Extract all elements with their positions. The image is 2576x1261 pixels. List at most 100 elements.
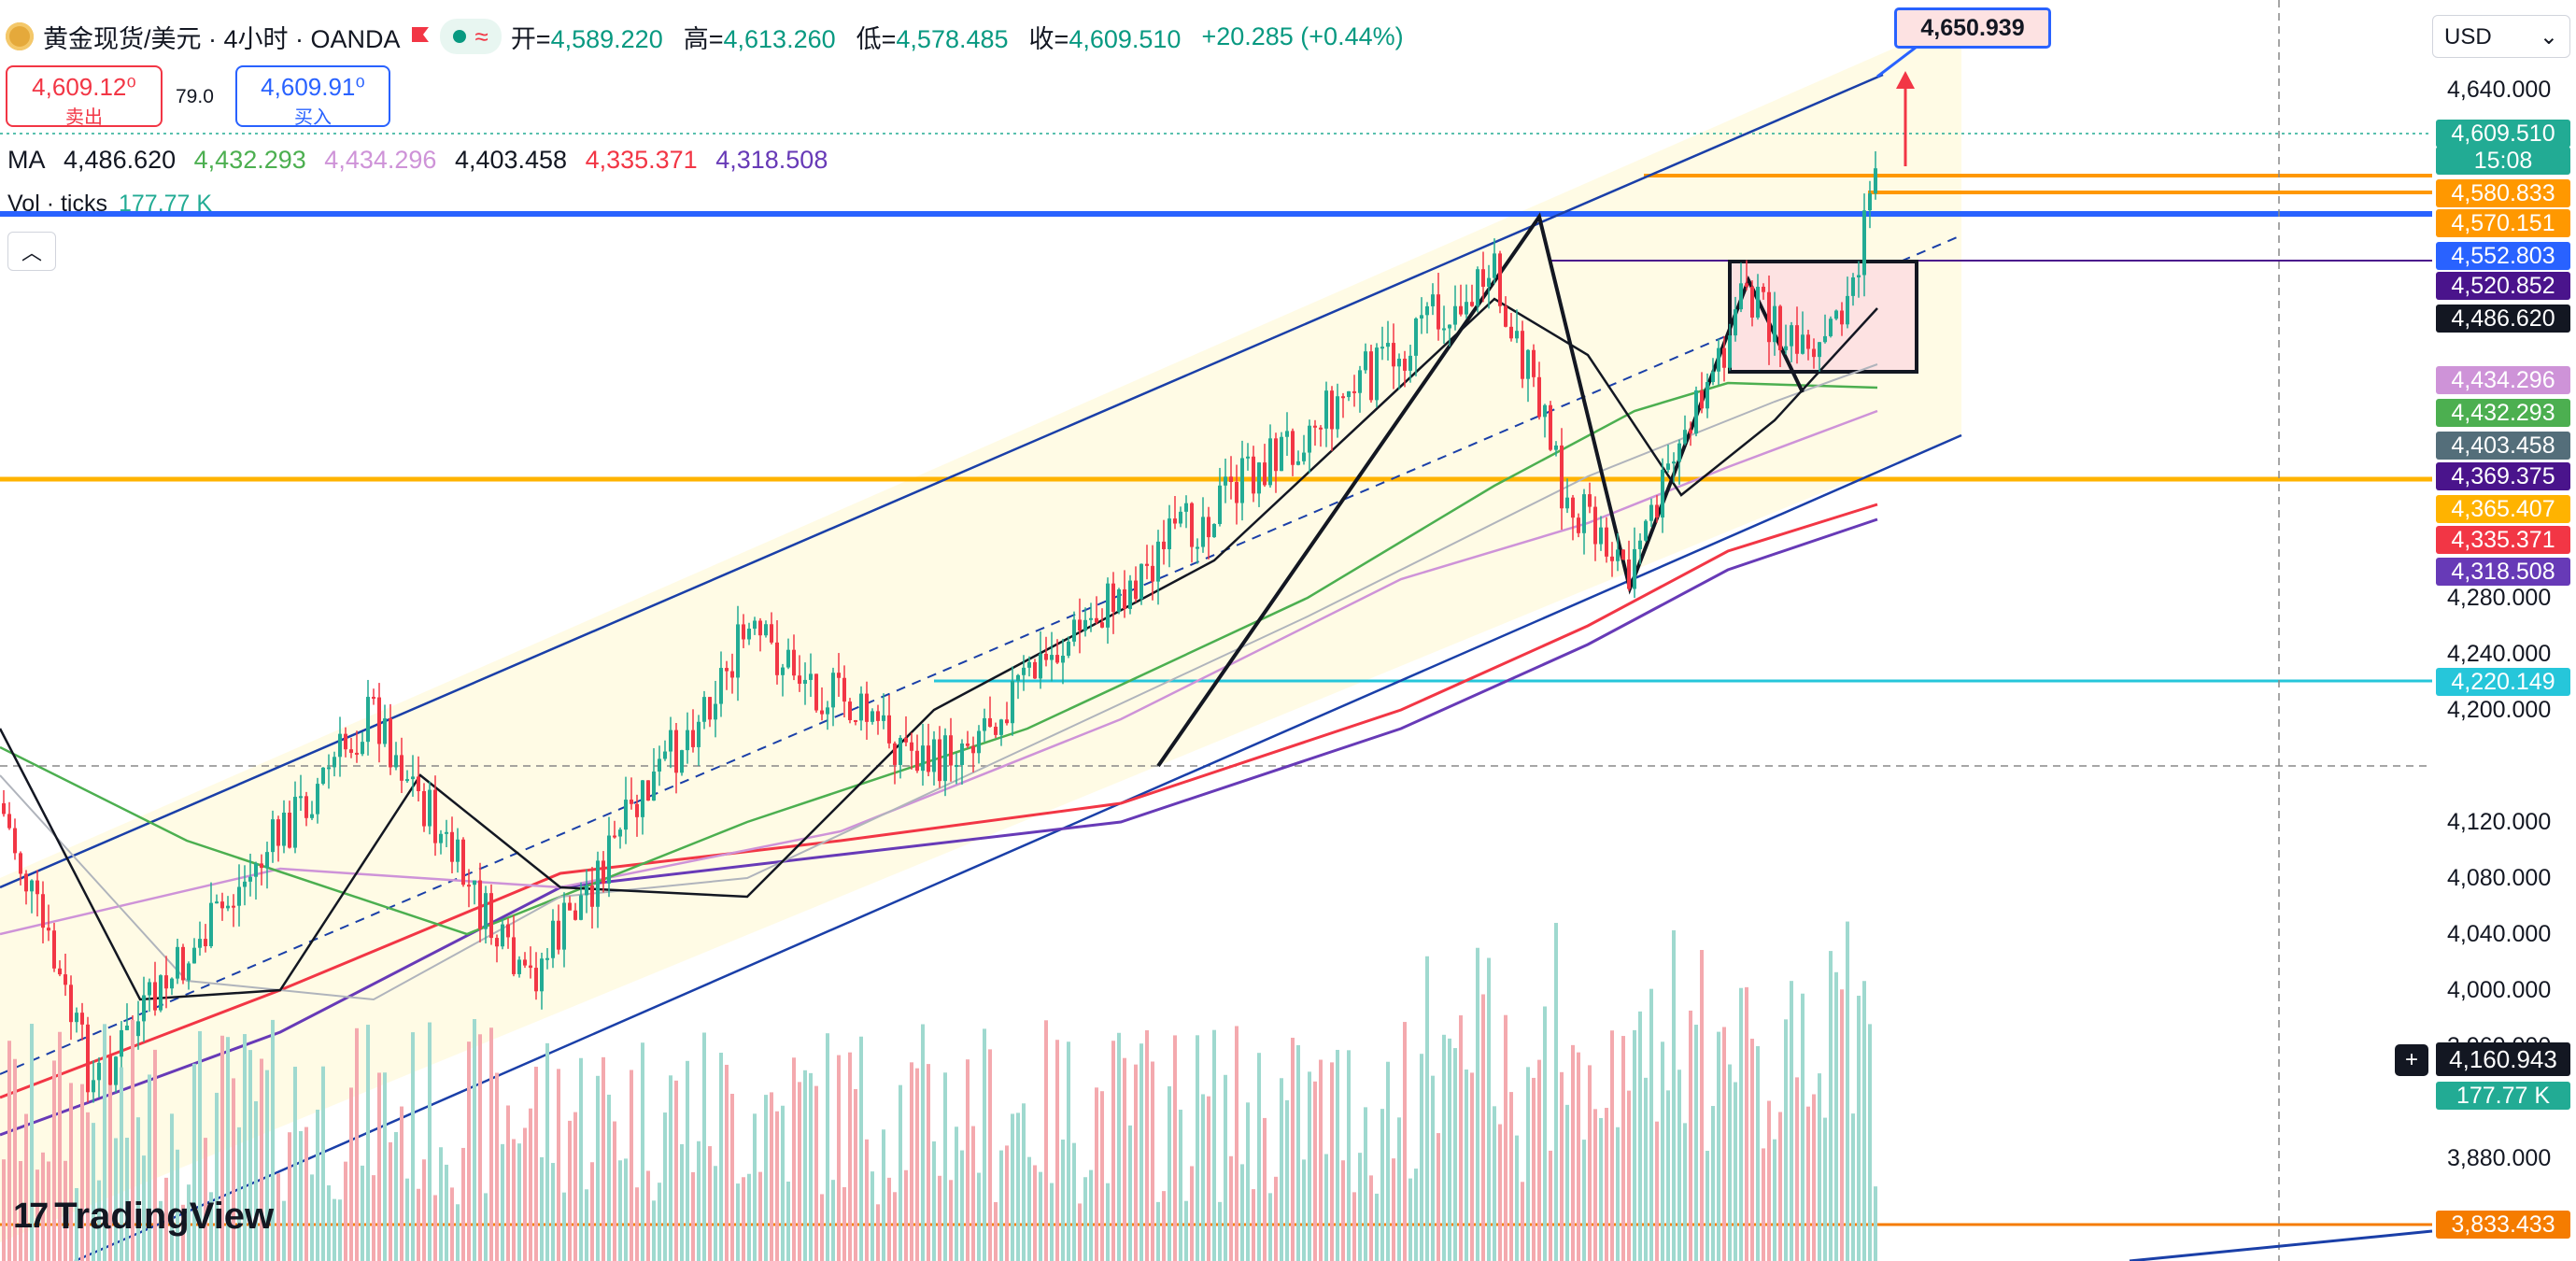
volume-bar bbox=[1319, 1059, 1323, 1261]
volume-bar bbox=[725, 1064, 729, 1261]
ohlc-high: 高=4,613.260 bbox=[683, 24, 836, 53]
volume-bar bbox=[1257, 1053, 1261, 1261]
volume-legend[interactable]: Vol · ticks 177.77 K bbox=[7, 191, 212, 218]
candle bbox=[775, 642, 779, 675]
volume-bar bbox=[641, 1042, 644, 1261]
tradingview-logo[interactable]: 17 TradingView bbox=[13, 1196, 274, 1238]
volume-bar bbox=[792, 1057, 796, 1261]
volume-bar bbox=[1196, 1035, 1199, 1261]
ma-legend[interactable]: MA 4,486.620 4,432.293 4,434.296 4,403.4… bbox=[7, 146, 839, 175]
candle bbox=[1577, 517, 1580, 533]
volume-bar bbox=[35, 1169, 39, 1261]
candle bbox=[523, 959, 527, 966]
add-alert-button[interactable]: + bbox=[2395, 1044, 2428, 1076]
candle bbox=[1308, 425, 1311, 453]
volume-bar bbox=[366, 1025, 370, 1261]
price-tag: 3,833.433 bbox=[2436, 1211, 2570, 1239]
volume-bar bbox=[1829, 951, 1833, 1261]
volume-bar bbox=[1812, 1094, 1816, 1261]
volume-bar bbox=[1437, 1133, 1440, 1261]
candle bbox=[1044, 653, 1048, 660]
chevron-down-icon: ⌄ bbox=[2539, 24, 2558, 50]
volume-bar bbox=[1039, 1171, 1042, 1261]
volume-bar bbox=[775, 1111, 779, 1261]
candle bbox=[1078, 619, 1082, 631]
symbol-title[interactable]: 黄金现货/美元 · 4小时 · OANDA bbox=[43, 24, 401, 53]
volume-bar bbox=[1033, 1165, 1037, 1261]
candle bbox=[848, 701, 852, 720]
buy-button[interactable]: 4,609.91⁰ 买入 bbox=[235, 65, 390, 128]
candle bbox=[1717, 347, 1720, 372]
volume-bar bbox=[770, 1092, 773, 1261]
candle bbox=[389, 718, 392, 768]
volume-value: 177.77 K bbox=[118, 191, 213, 217]
candle bbox=[1027, 661, 1031, 668]
volume-bar bbox=[1683, 1123, 1687, 1261]
volume-bar bbox=[708, 1146, 712, 1261]
candle bbox=[686, 730, 689, 751]
candle bbox=[1072, 619, 1076, 642]
candle bbox=[854, 719, 857, 722]
price-target-label[interactable]: 4,650.939 bbox=[1894, 7, 2051, 49]
candle bbox=[1706, 382, 1709, 409]
collapse-legend-button[interactable]: ︿ bbox=[7, 232, 56, 271]
volume-bar bbox=[1795, 1077, 1799, 1261]
candle bbox=[551, 920, 555, 958]
volume-bar bbox=[1072, 1142, 1076, 1261]
candle bbox=[618, 829, 622, 837]
candle bbox=[86, 1024, 90, 1093]
volume-bar bbox=[1240, 1164, 1244, 1261]
candle bbox=[770, 624, 773, 643]
currency-select[interactable]: USD ⌄ bbox=[2432, 15, 2570, 58]
sell-button[interactable]: 4,609.12⁰ 卖出 bbox=[6, 65, 163, 128]
candle bbox=[1229, 476, 1233, 483]
candle bbox=[260, 863, 263, 869]
market-status-pill[interactable]: ≈ bbox=[439, 19, 502, 54]
candle bbox=[422, 790, 426, 827]
volume-bar bbox=[1728, 1064, 1732, 1261]
volume-bar bbox=[282, 1200, 286, 1261]
volume-bar bbox=[1778, 1112, 1782, 1261]
candle bbox=[1487, 277, 1491, 287]
volume-bar bbox=[125, 1138, 129, 1261]
candle bbox=[736, 624, 740, 678]
candle bbox=[64, 974, 67, 985]
candle bbox=[994, 727, 998, 735]
candle bbox=[1128, 580, 1132, 609]
volume-bar bbox=[1280, 1078, 1283, 1261]
candle bbox=[1481, 269, 1485, 287]
candle bbox=[1857, 275, 1861, 277]
ma-line bbox=[0, 297, 1878, 1001]
volume-bar bbox=[691, 1171, 695, 1261]
volume-bar bbox=[52, 1060, 56, 1261]
volume-bar bbox=[1168, 1085, 1171, 1261]
ma-value: 4,432.293 bbox=[193, 146, 306, 174]
wave-icon: ≈ bbox=[474, 21, 488, 50]
candle bbox=[1033, 661, 1037, 679]
volume-bar bbox=[1139, 1043, 1143, 1261]
candle bbox=[1778, 305, 1782, 350]
candle bbox=[316, 784, 319, 815]
candle bbox=[1599, 527, 1603, 545]
volume-bar bbox=[1156, 1201, 1160, 1261]
candle bbox=[966, 743, 970, 746]
candle bbox=[1151, 565, 1154, 582]
candle bbox=[1750, 286, 1754, 318]
candle bbox=[826, 707, 829, 715]
candle bbox=[742, 624, 745, 640]
volume-bar bbox=[400, 1106, 403, 1261]
candle bbox=[1392, 343, 1395, 367]
volume-bar bbox=[932, 1141, 936, 1261]
candle bbox=[456, 839, 460, 862]
volume-bar bbox=[1823, 1117, 1827, 1261]
candle bbox=[1582, 494, 1586, 533]
candle bbox=[366, 697, 370, 743]
volume-bar bbox=[1857, 995, 1861, 1261]
spread-value: 79.0 bbox=[176, 86, 214, 107]
candle bbox=[473, 880, 476, 886]
volume-bar bbox=[372, 1175, 375, 1261]
candle bbox=[355, 752, 359, 755]
volume-bar bbox=[697, 1141, 701, 1261]
flag-icon[interactable] bbox=[410, 25, 431, 48]
